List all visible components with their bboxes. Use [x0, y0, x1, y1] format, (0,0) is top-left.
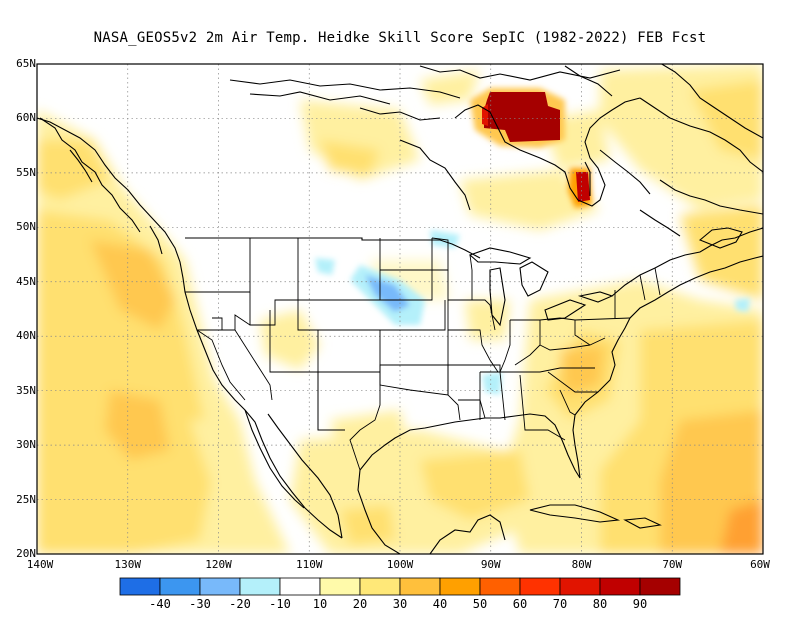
- colorbar-label: 70: [552, 597, 568, 611]
- colorbar-swatch: [559, 577, 601, 596]
- colorbar-label: 90: [632, 597, 648, 611]
- chart-title: NASA_GEOS5v2 2m Air Temp. Heidke Skill S…: [93, 30, 707, 46]
- colorbar-label: 80: [592, 597, 608, 611]
- colorbar-swatch: [319, 577, 361, 596]
- latitude-label: 50N: [16, 220, 36, 234]
- longitude-label: 110W: [296, 558, 323, 571]
- longitude-label: 100W: [386, 558, 414, 571]
- latitude-label: 60N: [16, 111, 36, 125]
- longitude-label: 120W: [205, 558, 232, 571]
- latitude-label: 35N: [16, 383, 36, 397]
- colorbar-label: -30: [189, 597, 211, 611]
- colorbar-swatch: [359, 577, 401, 596]
- plot-frame: [36, 63, 764, 555]
- colorbar-label: 60: [512, 597, 528, 611]
- colorbar-swatch: [279, 577, 321, 596]
- longitude-label: 140W: [26, 558, 54, 571]
- grid-lines: [37, 64, 763, 554]
- longitude-label: 80W: [571, 558, 592, 571]
- colorbar-swatch: [119, 577, 161, 596]
- colorbar-swatch: [599, 577, 641, 596]
- colorbar-swatch: [439, 577, 481, 596]
- colorbar-swatch: [519, 577, 561, 596]
- colorbar-swatch: [399, 577, 441, 596]
- longitude-label: 130W: [114, 558, 142, 571]
- colorbar-label: -20: [229, 597, 251, 611]
- colorbar-label: 20: [352, 597, 368, 611]
- state-boundaries: [185, 237, 661, 471]
- latitude-label: 45N: [16, 274, 36, 288]
- latitude-label: 20N: [16, 547, 36, 560]
- latitude-label: 65N: [16, 57, 36, 70]
- colorbar-label: 30: [392, 597, 408, 611]
- colorbar-label: 40: [432, 597, 448, 611]
- colorbar-label: 50: [472, 597, 488, 611]
- longitude-label: 70W: [662, 558, 683, 571]
- latitude-label: 55N: [16, 165, 36, 179]
- colorbar-label: -40: [149, 597, 171, 611]
- colorbar-label: -10: [269, 597, 291, 611]
- latitude-label: 30N: [16, 438, 36, 452]
- longitude-label: 60W: [750, 558, 770, 571]
- colorbar-swatch: [159, 577, 201, 596]
- colorbar-swatch: [479, 577, 521, 596]
- longitude-label: 90W: [480, 558, 501, 571]
- colorbar-swatch: [239, 577, 281, 596]
- colorbar-swatch: [199, 577, 241, 596]
- colorbar-label: 10: [312, 597, 328, 611]
- latitude-label: 40N: [16, 329, 36, 343]
- colorbar-swatch: [639, 577, 681, 596]
- land-boundaries: [37, 64, 763, 554]
- colorbar: [119, 577, 681, 596]
- latitude-label: 25N: [16, 492, 36, 506]
